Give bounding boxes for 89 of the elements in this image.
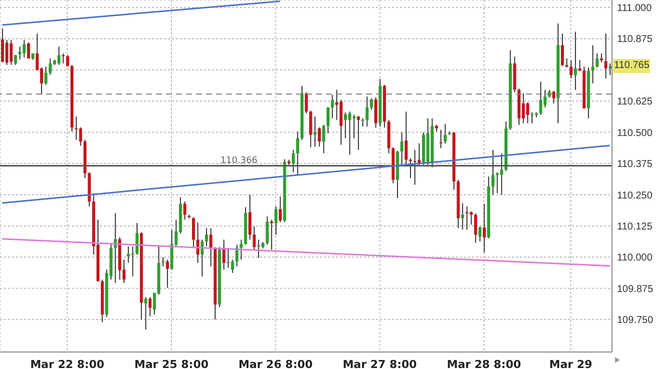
text: 110.765 [613, 59, 650, 74]
candlestick [292, 149, 295, 173]
candlestick [196, 222, 200, 264]
x-tick-label: Mar 25 8:00 [134, 358, 209, 369]
y-tick-label: 110.000 [617, 252, 653, 264]
candlestick [22, 39, 26, 58]
candlestick [318, 126, 321, 148]
candlestick [274, 206, 278, 236]
candlestick [148, 296, 152, 317]
candlestick [322, 124, 326, 154]
candlestick [370, 98, 373, 110]
candlestick [126, 246, 130, 264]
y-tick-label: 109.875 [617, 284, 654, 295]
y-tick-label: 110.625 [617, 96, 653, 108]
candlestick [266, 216, 269, 246]
candlestick [57, 46, 60, 66]
candlestick [79, 126, 82, 146]
candlestick [240, 239, 243, 260]
y-tick-label: 110.250 [617, 190, 653, 202]
candlestick [522, 92, 525, 124]
candlestick [444, 123, 447, 144]
candlestick [226, 247, 230, 268]
candlestick [413, 149, 416, 186]
candlestick [248, 194, 252, 240]
candlestick [62, 52, 65, 64]
candlestick [136, 222, 139, 256]
candlestick [309, 110, 312, 148]
candlestick [496, 172, 499, 194]
candlestick [500, 152, 504, 196]
candlestick [162, 256, 165, 267]
candlestick [526, 102, 530, 124]
candlestick [461, 202, 464, 230]
y-tick-label: 110.500 [617, 128, 653, 139]
candlestick [205, 228, 208, 247]
y-tick-label: 110.375 [617, 159, 653, 170]
candlestick [314, 116, 317, 148]
candlestick [374, 96, 378, 128]
x-tick-label: Mar 29 [549, 358, 592, 369]
candlestick [344, 112, 347, 139]
candlestick [570, 60, 573, 79]
candlestick [604, 32, 608, 79]
candlestick [482, 203, 486, 253]
candlestick [539, 81, 542, 116]
candlestick [18, 46, 22, 60]
x-tick-label: Mar 26 8:00 [238, 358, 314, 369]
candlestick [491, 149, 494, 196]
candlestick [608, 62, 612, 76]
candlestick [10, 39, 13, 66]
candlestick [192, 216, 195, 248]
candlestick [591, 44, 594, 84]
candlestick [144, 296, 148, 330]
candlestick [44, 66, 48, 86]
candlestick [356, 116, 360, 150]
candlestick [439, 129, 442, 149]
candlestick [166, 259, 169, 288]
candlestick [252, 226, 256, 250]
candlestick [326, 106, 330, 134]
candlestick [5, 39, 8, 66]
candlestick [596, 52, 599, 68]
candlestick [278, 196, 282, 223]
candlestick [470, 210, 473, 226]
candlestick [131, 246, 134, 277]
candlestick [366, 96, 369, 128]
candlestick [257, 239, 260, 258]
candlestick [400, 132, 404, 168]
candlestick [560, 32, 564, 67]
candlestick [183, 200, 186, 220]
candlestick [296, 131, 300, 176]
ref-line-label: 110.366 [220, 156, 258, 166]
candlestick [474, 212, 478, 244]
y-tick-label: 111.000 [617, 3, 652, 14]
candlestick [209, 228, 212, 267]
candlestick [478, 226, 482, 242]
candlestick [27, 42, 30, 59]
candlestick [530, 112, 534, 124]
x-tick-label: Mar 28 8:00 [446, 358, 522, 369]
candlestick [574, 31, 577, 90]
candlestick [74, 116, 78, 140]
y-tick-label: 109.750 [617, 315, 654, 326]
candlestick [330, 94, 334, 119]
candlestick [304, 92, 308, 114]
x-tick-label: Mar 27 8:00 [342, 358, 418, 369]
y-tick-label: 110.125 [617, 221, 653, 232]
candlestick [348, 111, 352, 156]
x-tick-label: Mar 22 8:00 [30, 358, 105, 369]
candlestick [222, 239, 226, 270]
candlestick [48, 58, 52, 76]
y-tick-label: 110.875 [617, 34, 653, 46]
candlestick [552, 90, 556, 104]
